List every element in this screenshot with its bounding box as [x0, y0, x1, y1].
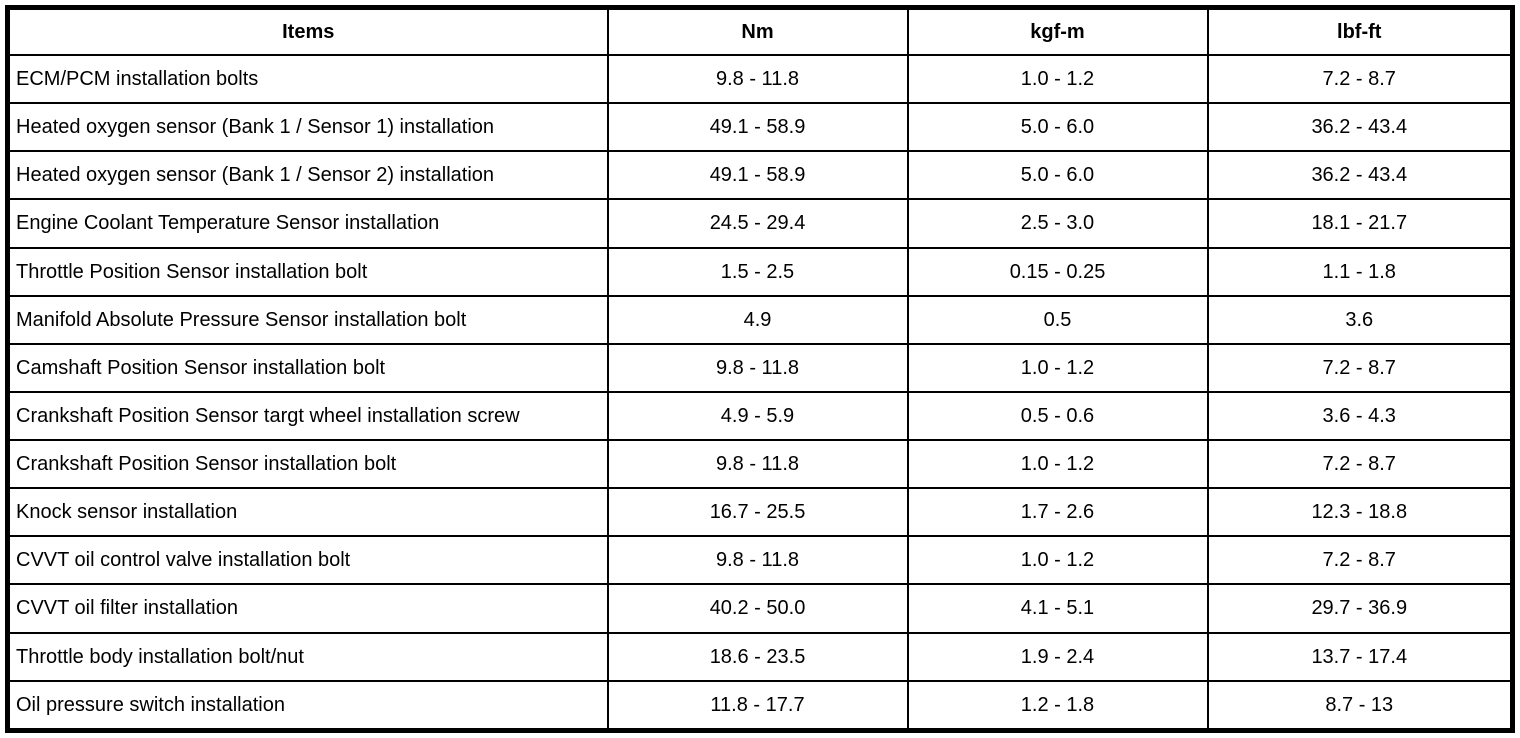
item-cell: Engine Coolant Temperature Sensor instal… — [6, 198, 609, 249]
item-cell: Camshaft Position Sensor installation bo… — [6, 342, 609, 393]
kgf-m-cell: 0.5 - 0.6 — [906, 390, 1209, 442]
kgf-m-cell: 1.2 - 1.8 — [906, 679, 1209, 732]
nm-cell: 1.5 - 2.5 — [606, 246, 909, 297]
lbf-ft-cell: 7.2 - 8.7 — [1206, 53, 1514, 105]
nm-cell: 18.6 - 23.5 — [606, 631, 909, 682]
item-cell: ECM/PCM installation bolts — [6, 53, 609, 105]
lbf-ft-cell: 29.7 - 36.9 — [1206, 583, 1514, 634]
lbf-ft-cell: 3.6 - 4.3 — [1206, 390, 1514, 442]
kgf-m-cell: 1.0 - 1.2 — [906, 53, 1209, 105]
item-cell: Heated oxygen sensor (Bank 1 / Sensor 2)… — [6, 150, 609, 201]
torque-spec-table: Items Nm kgf-m lbf-ft ECM/PCM installati… — [5, 5, 1515, 733]
item-cell: Crankshaft Position Sensor installation … — [6, 438, 609, 490]
table-row: ECM/PCM installation bolts 9.8 - 11.8 1.… — [6, 53, 1514, 105]
item-cell: Throttle Position Sensor installation bo… — [6, 246, 609, 297]
nm-cell: 40.2 - 50.0 — [606, 583, 909, 634]
kgf-m-cell: 1.7 - 2.6 — [906, 487, 1209, 538]
kgf-m-cell: 1.9 - 2.4 — [906, 631, 1209, 682]
item-label: Crankshaft Position Sensor installation … — [16, 453, 397, 476]
lbf-ft-cell: 18.1 - 21.7 — [1206, 198, 1514, 249]
lbf-ft-cell: 7.2 - 8.7 — [1206, 535, 1514, 586]
table-row: Throttle body installation bolt/nut 18.6… — [6, 631, 1514, 682]
lbf-ft-cell: 1.1 - 1.8 — [1206, 246, 1514, 297]
item-cell: CVVT oil filter installation — [6, 583, 609, 634]
nm-cell: 9.8 - 11.8 — [606, 342, 909, 393]
item-label: Heated oxygen sensor (Bank 1 / Sensor 1)… — [16, 116, 495, 139]
item-label: Oil pressure switch installation — [16, 693, 285, 716]
kgf-m-cell: 1.0 - 1.2 — [906, 535, 1209, 586]
table-row: Crankshaft Position Sensor targt wheel i… — [6, 390, 1514, 442]
column-header-kgf-m: kgf-m — [906, 6, 1209, 56]
column-header-lbf-ft: lbf-ft — [1206, 6, 1514, 56]
item-cell: Oil pressure switch installation — [6, 679, 609, 732]
nm-cell: 11.8 - 17.7 — [606, 679, 909, 732]
item-cell: Manifold Absolute Pressure Sensor instal… — [6, 294, 609, 345]
item-label: ECM/PCM installation bolts — [16, 68, 259, 91]
item-label: Throttle body installation bolt/nut — [16, 645, 304, 668]
table-row: Oil pressure switch installation 11.8 - … — [6, 679, 1514, 732]
kgf-m-cell: 1.0 - 1.2 — [906, 342, 1209, 393]
item-label: Crankshaft Position Sensor targt wheel i… — [16, 404, 520, 427]
item-cell: CVVT oil control valve installation bolt — [6, 535, 609, 586]
nm-cell: 9.8 - 11.8 — [606, 438, 909, 490]
kgf-m-cell: 0.5 — [906, 294, 1209, 345]
item-label: Throttle Position Sensor installation bo… — [16, 260, 368, 283]
nm-cell: 49.1 - 58.9 — [606, 150, 909, 201]
kgf-m-cell: 0.15 - 0.25 — [906, 246, 1209, 297]
nm-cell: 24.5 - 29.4 — [606, 198, 909, 249]
table-row: Crankshaft Position Sensor installation … — [6, 438, 1514, 490]
lbf-ft-cell: 13.7 - 17.4 — [1206, 631, 1514, 682]
kgf-m-cell: 4.1 - 5.1 — [906, 583, 1209, 634]
lbf-ft-cell: 3.6 — [1206, 294, 1514, 345]
kgf-m-cell: 5.0 - 6.0 — [906, 102, 1209, 153]
nm-cell: 4.9 - 5.9 — [606, 390, 909, 442]
lbf-ft-cell: 7.2 - 8.7 — [1206, 438, 1514, 490]
item-cell: Throttle body installation bolt/nut — [6, 631, 609, 682]
table-row: Throttle Position Sensor installation bo… — [6, 246, 1514, 297]
lbf-ft-cell: 8.7 - 13 — [1206, 679, 1514, 732]
table-row: Camshaft Position Sensor installation bo… — [6, 342, 1514, 393]
table-row: CVVT oil control valve installation bolt… — [6, 535, 1514, 586]
table-row: Heated oxygen sensor (Bank 1 / Sensor 2)… — [6, 150, 1514, 201]
table-row: Heated oxygen sensor (Bank 1 / Sensor 1)… — [6, 102, 1514, 153]
table-row: Manifold Absolute Pressure Sensor instal… — [6, 294, 1514, 345]
table-row: CVVT oil filter installation 40.2 - 50.0… — [6, 583, 1514, 634]
lbf-ft-cell: 36.2 - 43.4 — [1206, 102, 1514, 153]
item-label: Heated oxygen sensor (Bank 1 / Sensor 2)… — [16, 164, 495, 187]
table-header-row: Items Nm kgf-m lbf-ft — [6, 6, 1514, 56]
item-label: Manifold Absolute Pressure Sensor instal… — [16, 308, 467, 331]
nm-cell: 16.7 - 25.5 — [606, 487, 909, 538]
item-label: Camshaft Position Sensor installation bo… — [16, 356, 386, 379]
column-header-items: Items — [6, 6, 609, 56]
lbf-ft-cell: 36.2 - 43.4 — [1206, 150, 1514, 201]
column-header-nm: Nm — [606, 6, 909, 56]
kgf-m-cell: 1.0 - 1.2 — [906, 438, 1209, 490]
item-label: CVVT oil filter installation — [16, 597, 238, 620]
item-label: CVVT oil control valve installation bolt — [16, 549, 351, 572]
nm-cell: 49.1 - 58.9 — [606, 102, 909, 153]
lbf-ft-cell: 7.2 - 8.7 — [1206, 342, 1514, 393]
item-cell: Knock sensor installation — [6, 487, 609, 538]
lbf-ft-cell: 12.3 - 18.8 — [1206, 487, 1514, 538]
item-label: Engine Coolant Temperature Sensor instal… — [16, 212, 440, 235]
nm-cell: 9.8 - 11.8 — [606, 53, 909, 105]
table-row: Engine Coolant Temperature Sensor instal… — [6, 198, 1514, 249]
nm-cell: 9.8 - 11.8 — [606, 535, 909, 586]
item-cell: Crankshaft Position Sensor targt wheel i… — [6, 390, 609, 442]
table-row: Knock sensor installation 16.7 - 25.5 1.… — [6, 487, 1514, 538]
nm-cell: 4.9 — [606, 294, 909, 345]
item-cell: Heated oxygen sensor (Bank 1 / Sensor 1)… — [6, 102, 609, 153]
kgf-m-cell: 5.0 - 6.0 — [906, 150, 1209, 201]
kgf-m-cell: 2.5 - 3.0 — [906, 198, 1209, 249]
item-label: Knock sensor installation — [16, 501, 238, 524]
